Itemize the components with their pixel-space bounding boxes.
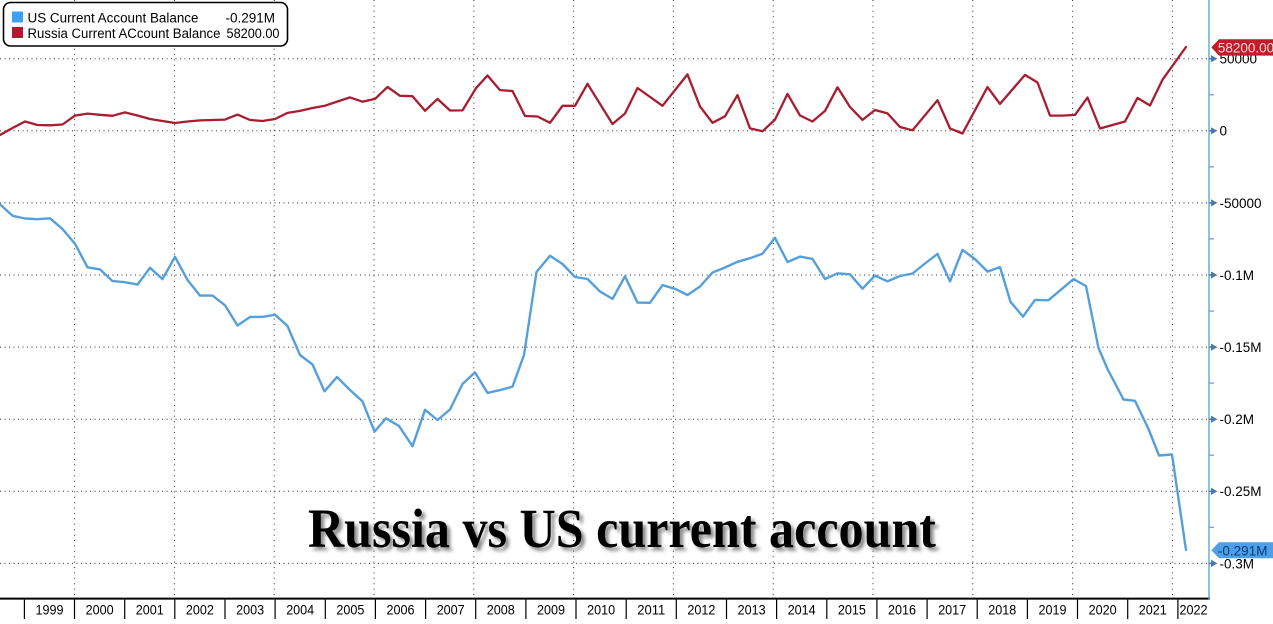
svg-text:2007: 2007 <box>437 602 465 618</box>
svg-text:2008: 2008 <box>487 602 515 618</box>
svg-text:2013: 2013 <box>738 602 766 618</box>
svg-text:-0.15M: -0.15M <box>1220 340 1262 355</box>
svg-text:US Current Account Balance: US Current Account Balance <box>28 10 199 25</box>
svg-text:58200.00: 58200.00 <box>1218 40 1273 55</box>
svg-text:1999: 1999 <box>36 602 64 618</box>
svg-text:Russia vs US current account: Russia vs US current account <box>312 502 940 563</box>
svg-text:2004: 2004 <box>286 602 314 618</box>
svg-text:2001: 2001 <box>136 602 164 618</box>
svg-text:2000: 2000 <box>86 602 114 618</box>
svg-text:2022: 2022 <box>1180 602 1208 618</box>
svg-text:2010: 2010 <box>587 602 615 618</box>
svg-text:2020: 2020 <box>1089 602 1117 618</box>
svg-text:-0.291M: -0.291M <box>225 10 275 25</box>
svg-text:2011: 2011 <box>637 602 665 618</box>
svg-text:2016: 2016 <box>888 602 916 618</box>
svg-text:2005: 2005 <box>336 602 364 618</box>
svg-text:-0.1M: -0.1M <box>1220 268 1255 283</box>
svg-text:Russia vs US current account: Russia vs US current account <box>308 498 936 559</box>
svg-text:-0.2M: -0.2M <box>1220 412 1255 427</box>
svg-text:2018: 2018 <box>988 602 1016 618</box>
svg-text:0: 0 <box>1220 124 1228 139</box>
svg-text:2019: 2019 <box>1039 602 1067 618</box>
svg-text:2002: 2002 <box>186 602 214 618</box>
svg-text:2009: 2009 <box>537 602 565 618</box>
svg-text:-0.3M: -0.3M <box>1220 556 1255 571</box>
svg-text:2017: 2017 <box>938 602 966 618</box>
svg-text:58200.00: 58200.00 <box>227 26 280 41</box>
svg-text:2015: 2015 <box>838 602 866 618</box>
svg-text:2014: 2014 <box>788 602 816 618</box>
svg-text:2003: 2003 <box>236 602 264 618</box>
svg-text:2021: 2021 <box>1139 602 1167 618</box>
svg-text:-0.25M: -0.25M <box>1220 484 1262 499</box>
svg-text:2006: 2006 <box>387 602 415 618</box>
svg-text:-0.291M: -0.291M <box>1218 544 1268 559</box>
svg-text:2012: 2012 <box>687 602 715 618</box>
svg-text:Russia Current ACcount Balance: Russia Current ACcount Balance <box>28 26 221 41</box>
svg-text:-50000: -50000 <box>1220 196 1262 211</box>
